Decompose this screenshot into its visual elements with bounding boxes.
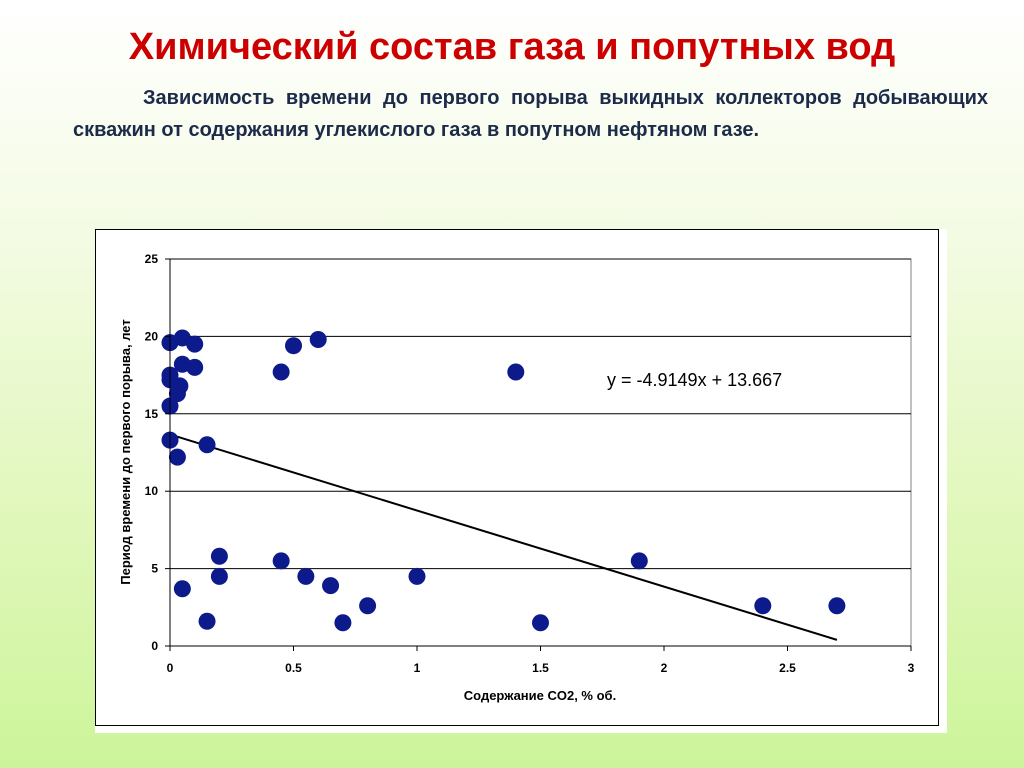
- data-point: [828, 597, 846, 615]
- trendline: [169, 433, 838, 641]
- trendline-equation: y = -4.9149x + 13.667: [607, 370, 782, 390]
- plot-area: [169, 258, 912, 647]
- data-point: [210, 567, 228, 585]
- y-axis-label: Период времени до первого порыва, лет: [118, 319, 133, 584]
- axis-ticks: 0 5 10 15 20 25 0 0.5 1 1.5 2 2.5 3: [145, 252, 915, 675]
- trendline-layer: [169, 433, 838, 641]
- x-tick-label: 2: [661, 661, 668, 675]
- data-point: [309, 330, 327, 348]
- y-tick-label: 5: [151, 562, 158, 576]
- data-point: [532, 614, 549, 632]
- data-point: [754, 597, 772, 615]
- data-point: [173, 580, 191, 598]
- slide-subtitle: Зависимость времени до первого порыва вы…: [73, 87, 988, 141]
- data-point: [198, 436, 216, 454]
- data-point: [168, 448, 186, 466]
- y-tick-label: 10: [145, 484, 159, 498]
- x-axis-label: Содержание CO2, % об.: [464, 688, 616, 703]
- x-tick-label: 1: [414, 661, 421, 675]
- y-tick-label: 25: [145, 252, 159, 266]
- x-tick-label: 0: [167, 661, 174, 675]
- data-points: [161, 329, 846, 632]
- x-tick-label: 2.5: [779, 661, 796, 675]
- data-point: [168, 385, 186, 403]
- y-tick-label: 0: [151, 639, 158, 653]
- x-tick-label: 0.5: [285, 661, 302, 675]
- data-point: [210, 547, 228, 565]
- y-tick-label: 20: [145, 329, 159, 343]
- data-point: [334, 614, 352, 632]
- slide-title: Химический состав газа и попутных вод: [128, 26, 896, 68]
- data-point: [285, 337, 302, 355]
- data-point: [408, 567, 426, 585]
- scatter-chart: 0 5 10 15 20 25 0 0.5 1 1.5 2 2.5 3 y = -4.9149x + 1…: [95, 229, 939, 726]
- data-point: [186, 335, 204, 353]
- data-point: [507, 363, 525, 381]
- data-point: [272, 552, 290, 570]
- chart-frame: 0 5 10 15 20 25 0 0.5 1 1.5 2 2.5 3 y = -4.9149x + 1…: [95, 229, 947, 733]
- y-tick-label: 15: [145, 407, 159, 421]
- data-point: [359, 597, 377, 615]
- data-point: [186, 358, 204, 376]
- data-point: [630, 552, 648, 570]
- x-tick-label: 3: [908, 661, 915, 675]
- data-point: [322, 577, 340, 595]
- x-tick-label: 1.5: [532, 661, 549, 675]
- data-point: [297, 567, 315, 585]
- gridlines: [170, 258, 911, 570]
- data-point: [272, 363, 290, 381]
- data-point: [198, 612, 216, 630]
